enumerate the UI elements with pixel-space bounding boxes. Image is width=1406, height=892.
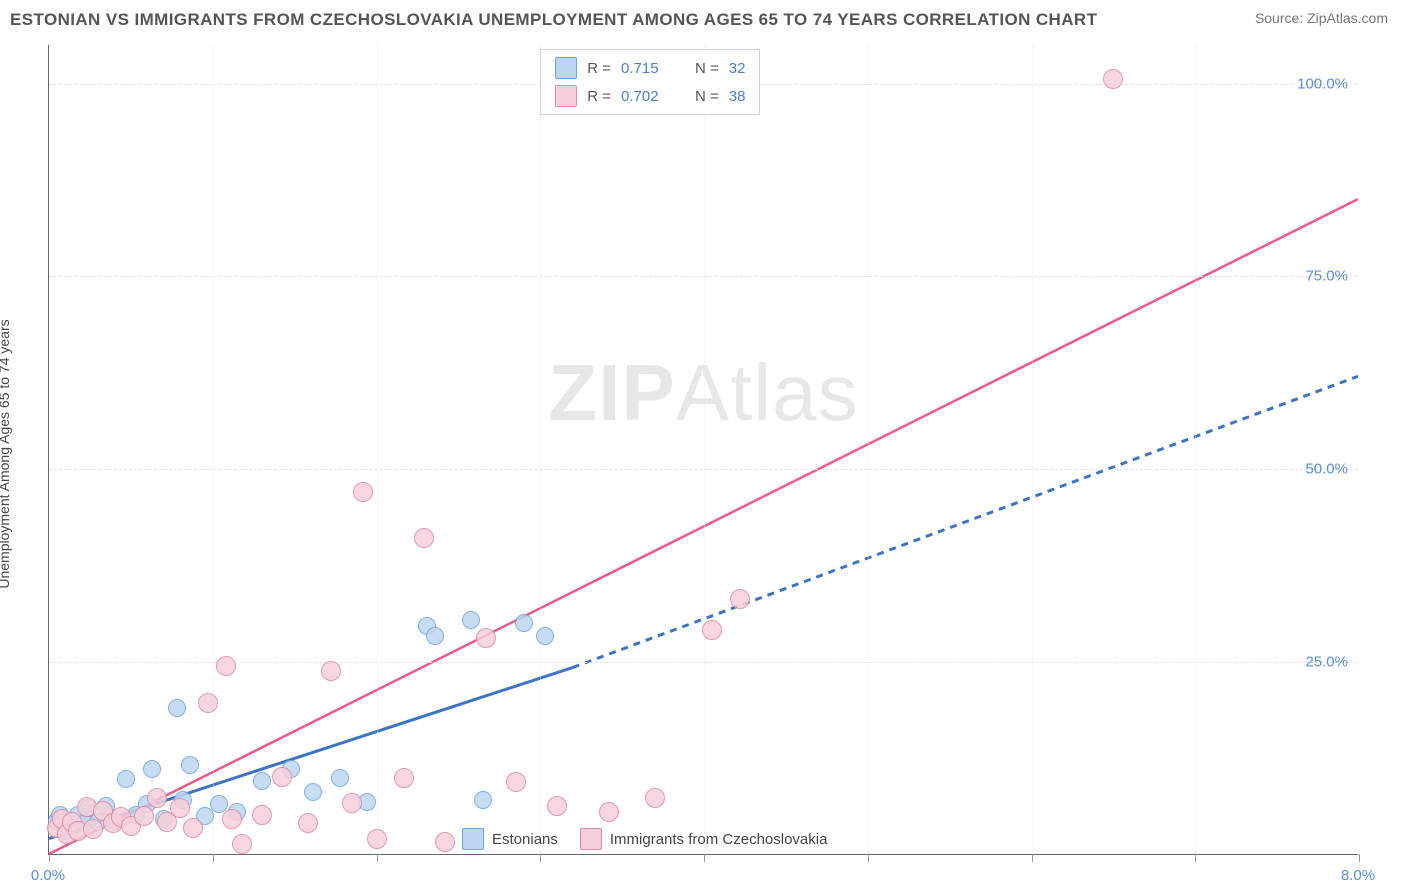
legend-n-label: N = bbox=[695, 60, 719, 77]
grid-v bbox=[213, 45, 214, 854]
scatter-point bbox=[117, 770, 135, 788]
x-tick bbox=[1195, 854, 1196, 862]
y-tick-label: 100.0% bbox=[1297, 75, 1348, 92]
legend-top: R = 0.715 N = 32 R = 0.702 N = 38 bbox=[540, 49, 760, 115]
scatter-point bbox=[367, 829, 387, 849]
legend-item: Estonians bbox=[462, 828, 558, 850]
scatter-point bbox=[331, 769, 349, 787]
legend-item: Immigrants from Czechoslovakia bbox=[580, 828, 828, 850]
y-tick-label: 75.0% bbox=[1305, 268, 1348, 285]
legend-swatch bbox=[555, 57, 577, 79]
scatter-point bbox=[476, 628, 496, 648]
legend-r-value: 0.715 bbox=[621, 60, 675, 77]
scatter-point bbox=[170, 798, 190, 818]
scatter-point bbox=[147, 788, 167, 808]
scatter-point bbox=[183, 818, 203, 838]
legend-r-label: R = bbox=[587, 60, 611, 77]
legend-series-label: Immigrants from Czechoslovakia bbox=[610, 831, 828, 848]
legend-bottom: Estonians Immigrants from Czechoslovakia bbox=[462, 828, 827, 850]
scatter-point bbox=[702, 620, 722, 640]
scatter-point bbox=[143, 760, 161, 778]
legend-row: R = 0.702 N = 38 bbox=[545, 82, 755, 110]
plot-wrap: ZIPAtlas 25.0%50.0%75.0%100.0%R =0.715N … bbox=[48, 45, 1358, 855]
scatter-point bbox=[253, 772, 271, 790]
x-tick bbox=[704, 854, 705, 862]
grid-v bbox=[868, 45, 869, 854]
legend-r-label: R = bbox=[587, 88, 611, 105]
plot-area: ZIPAtlas 25.0%50.0%75.0%100.0%R =0.715N … bbox=[48, 45, 1358, 855]
scatter-point bbox=[181, 756, 199, 774]
scatter-point bbox=[168, 699, 186, 717]
scatter-point bbox=[730, 589, 750, 609]
x-tick bbox=[868, 854, 869, 862]
y-tick-label: 25.0% bbox=[1305, 654, 1348, 671]
legend-n-label: N = bbox=[695, 88, 719, 105]
scatter-point bbox=[321, 661, 341, 681]
scatter-point bbox=[394, 768, 414, 788]
scatter-point bbox=[342, 793, 362, 813]
scatter-point bbox=[506, 772, 526, 792]
y-tick-label: 50.0% bbox=[1305, 461, 1348, 478]
scatter-point bbox=[222, 809, 242, 829]
x-tick-label: 8.0% bbox=[1341, 867, 1375, 884]
grid-v bbox=[1032, 45, 1033, 854]
x-tick bbox=[213, 854, 214, 862]
legend-n-value: 32 bbox=[729, 60, 746, 77]
scatter-point bbox=[426, 627, 444, 645]
scatter-point bbox=[547, 796, 567, 816]
grid-v bbox=[1195, 45, 1196, 854]
scatter-point bbox=[1103, 69, 1123, 89]
scatter-point bbox=[83, 819, 103, 839]
scatter-point bbox=[353, 482, 373, 502]
scatter-point bbox=[298, 813, 318, 833]
x-tick bbox=[1359, 854, 1360, 862]
x-tick bbox=[540, 854, 541, 862]
legend-row: R = 0.715 N = 32 bbox=[545, 54, 755, 82]
x-tick-label: 0.0% bbox=[31, 867, 65, 884]
grid-v bbox=[704, 45, 705, 854]
legend-n-value: 38 bbox=[729, 88, 746, 105]
scatter-point bbox=[232, 834, 252, 854]
scatter-point bbox=[474, 791, 492, 809]
scatter-point bbox=[435, 832, 455, 852]
scatter-point bbox=[599, 802, 619, 822]
legend-series-label: Estonians bbox=[492, 831, 558, 848]
scatter-point bbox=[462, 611, 480, 629]
scatter-point bbox=[252, 805, 272, 825]
legend-swatch bbox=[555, 85, 577, 107]
scatter-point bbox=[272, 767, 292, 787]
x-tick bbox=[49, 854, 50, 862]
legend-swatch bbox=[462, 828, 484, 850]
scatter-point bbox=[198, 693, 218, 713]
scatter-point bbox=[134, 806, 154, 826]
x-tick bbox=[1032, 854, 1033, 862]
source-label: Source: ZipAtlas.com bbox=[1255, 10, 1388, 26]
scatter-point bbox=[645, 788, 665, 808]
y-axis-label: Unemployment Among Ages 65 to 74 years bbox=[0, 319, 12, 588]
x-tick bbox=[377, 854, 378, 862]
grid-v bbox=[540, 45, 541, 854]
scatter-point bbox=[216, 656, 236, 676]
scatter-point bbox=[304, 783, 322, 801]
legend-swatch bbox=[580, 828, 602, 850]
grid-v bbox=[377, 45, 378, 854]
chart-title: ESTONIAN VS IMMIGRANTS FROM CZECHOSLOVAK… bbox=[10, 10, 1097, 30]
scatter-point bbox=[515, 614, 533, 632]
scatter-point bbox=[414, 528, 434, 548]
legend-r-value: 0.702 bbox=[621, 88, 675, 105]
scatter-point bbox=[536, 627, 554, 645]
